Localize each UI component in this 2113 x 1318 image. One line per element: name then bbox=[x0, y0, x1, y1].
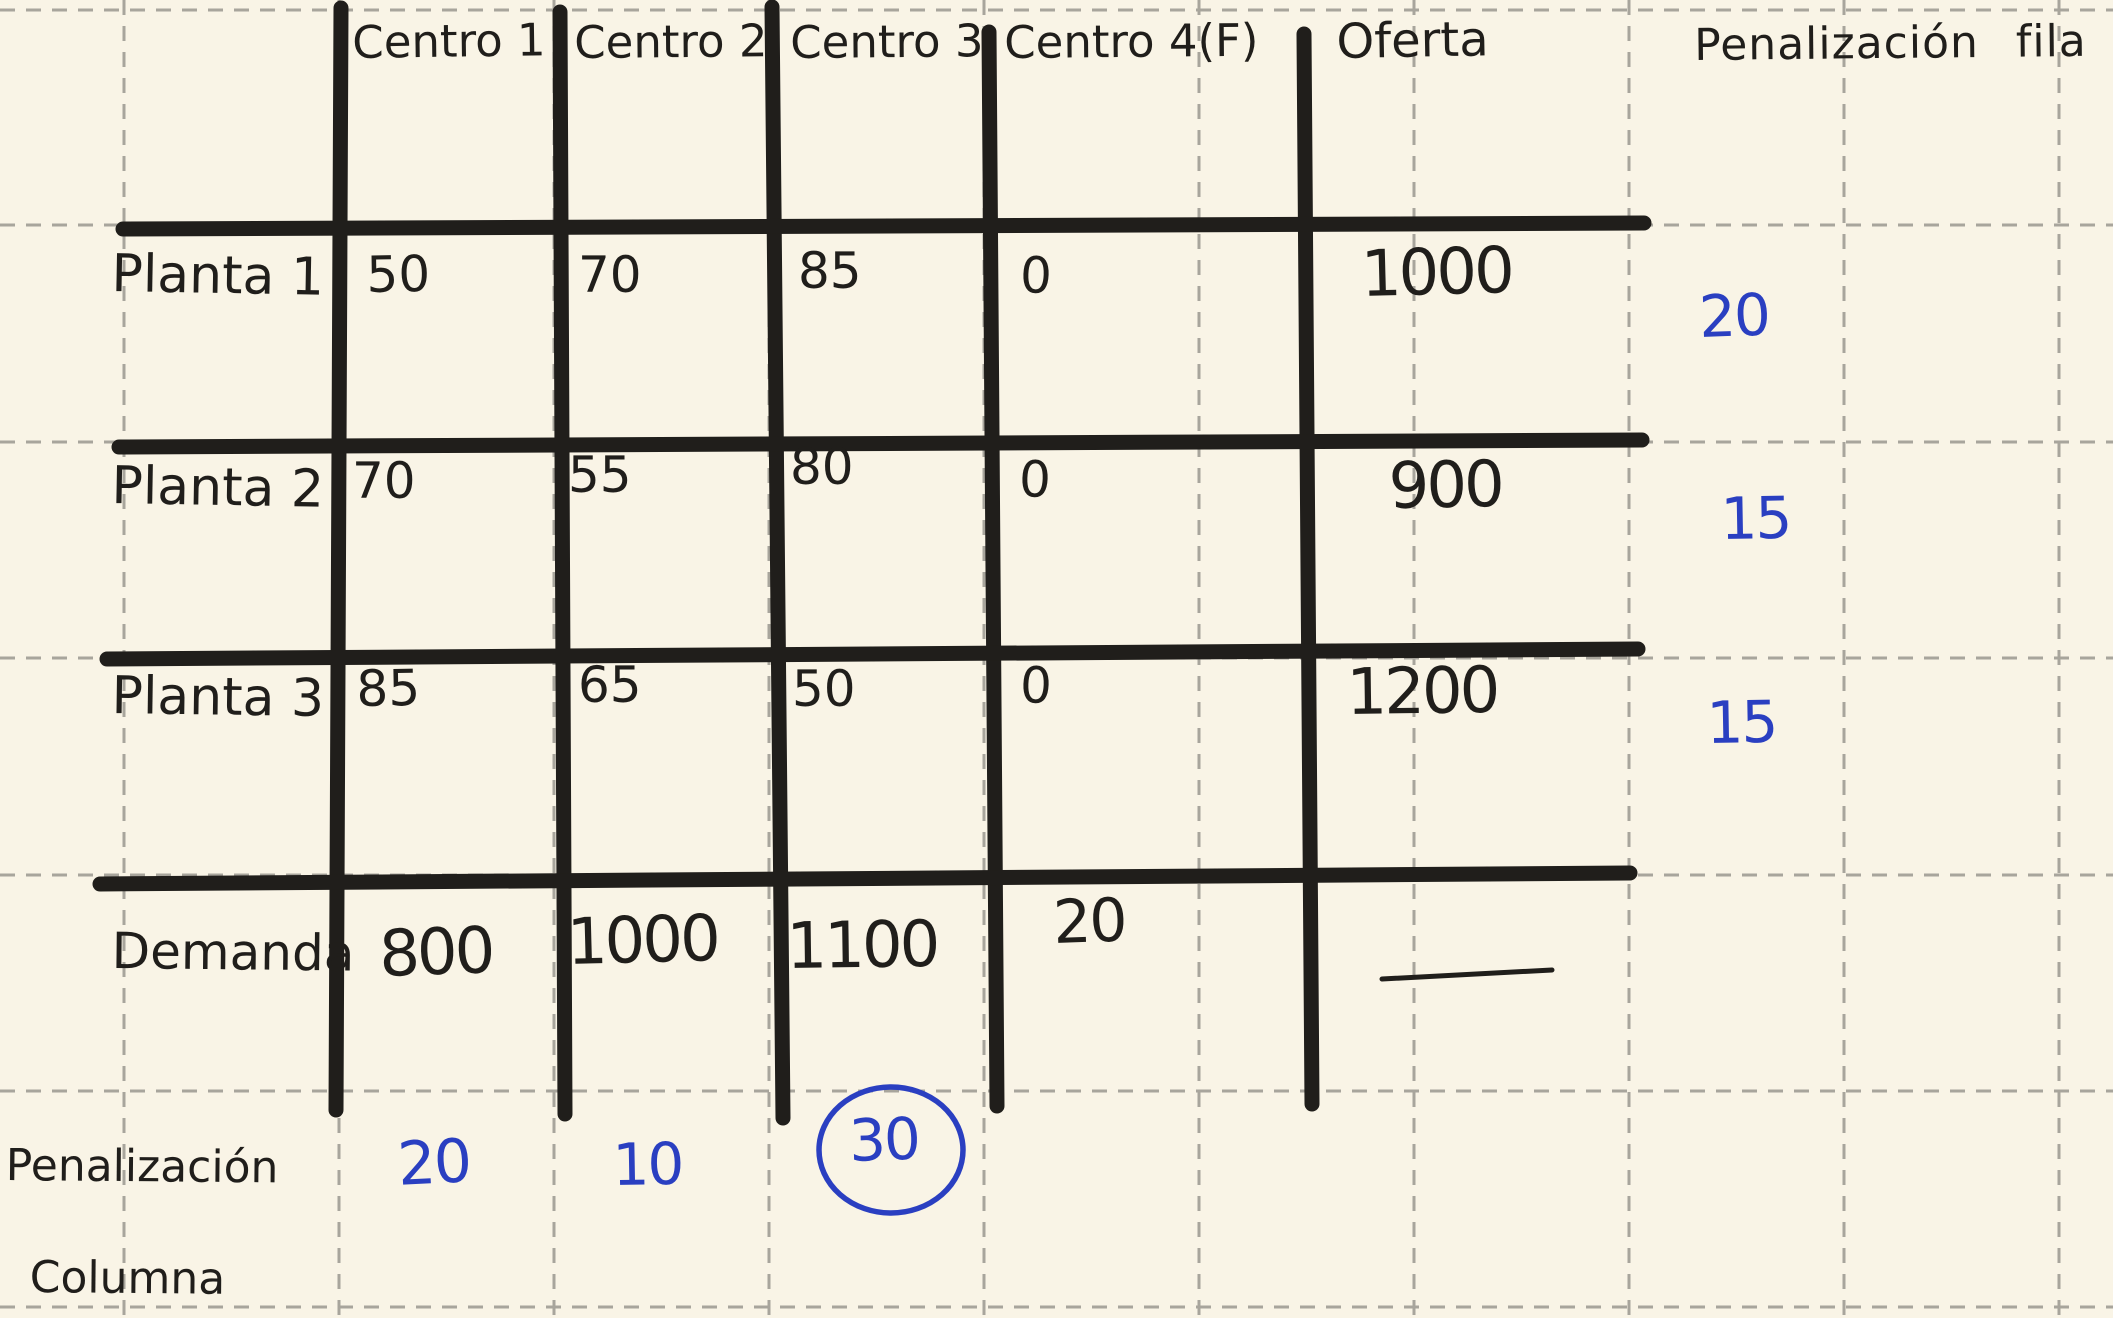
row-label-planta-3: Planta 3 bbox=[111, 666, 325, 729]
cost-planta2-centro1: 70 bbox=[352, 452, 416, 510]
col-penalty-label-line1: Penalización bbox=[5, 1140, 279, 1194]
cost-planta1-centro4: 0 bbox=[1019, 246, 1053, 306]
penalty-fila-planta2: 15 bbox=[1719, 483, 1791, 553]
penalty-col-centro2: 10 bbox=[611, 1129, 683, 1199]
col-header-centro-3: Centro 3 bbox=[789, 14, 984, 69]
cost-planta2-centro3: 80 bbox=[790, 438, 854, 496]
cost-planta1-centro1: 50 bbox=[365, 244, 431, 304]
table-hline-4 bbox=[92, 865, 1638, 892]
oferta-planta1: 1000 bbox=[1359, 234, 1513, 312]
penalty-col-centro1: 20 bbox=[395, 1126, 472, 1200]
demanda-centro4: 20 bbox=[1051, 885, 1127, 958]
table-hline-1 bbox=[115, 215, 1652, 237]
col-header-oferta: Oferta bbox=[1335, 11, 1490, 70]
row-label-planta-2: Planta 2 bbox=[110, 456, 325, 520]
table-vline-4 bbox=[981, 24, 1005, 1114]
table-vline-3 bbox=[764, 0, 791, 1126]
table-vline-1 bbox=[328, 0, 349, 1118]
cost-planta3-centro4: 0 bbox=[1019, 656, 1053, 716]
penalty-circle-annotation bbox=[816, 1084, 966, 1216]
col-header-penalizacion-fila: Penalización fila bbox=[1693, 15, 2088, 71]
table-hline-2 bbox=[111, 432, 1650, 455]
col-header-centro-1: Centro 1 bbox=[351, 13, 546, 69]
oferta-planta2: 900 bbox=[1387, 448, 1503, 524]
oferta-planta3: 1200 bbox=[1345, 653, 1498, 730]
col-penalty-label-line2: Columna bbox=[29, 1252, 226, 1305]
row-label-demanda: Demanda bbox=[111, 922, 355, 983]
demanda-oferta-blank-line bbox=[1379, 967, 1555, 982]
cost-planta3-centro1: 85 bbox=[355, 658, 421, 718]
penalty-fila-planta1: 20 bbox=[1697, 280, 1771, 351]
demanda-centro1: 800 bbox=[377, 914, 494, 992]
col-header-centro-2: Centro 2 bbox=[573, 14, 768, 69]
cost-planta2-centro4: 0 bbox=[1018, 450, 1052, 510]
demanda-centro2: 1000 bbox=[565, 902, 719, 980]
cost-planta3-centro2: 65 bbox=[578, 656, 642, 714]
table-vline-5 bbox=[1296, 26, 1320, 1112]
cost-planta2-centro2: 55 bbox=[568, 446, 632, 504]
cost-planta1-centro2: 70 bbox=[578, 246, 642, 304]
cost-planta1-centro3: 85 bbox=[798, 242, 862, 300]
demanda-centro3: 1100 bbox=[785, 907, 938, 984]
table-hline-3 bbox=[99, 641, 1646, 667]
penalty-col-centro3-circled: 30 bbox=[847, 1104, 921, 1175]
penalty-fila-planta3: 15 bbox=[1705, 687, 1777, 757]
table-ink-strokes bbox=[92, 0, 1652, 1126]
cost-planta3-centro3: 50 bbox=[792, 660, 856, 718]
row-label-planta-1: Planta 1 bbox=[110, 244, 325, 308]
table-vline-2 bbox=[552, 4, 573, 1122]
col-header-centro-4f: Centro 4(F) bbox=[1003, 13, 1259, 69]
